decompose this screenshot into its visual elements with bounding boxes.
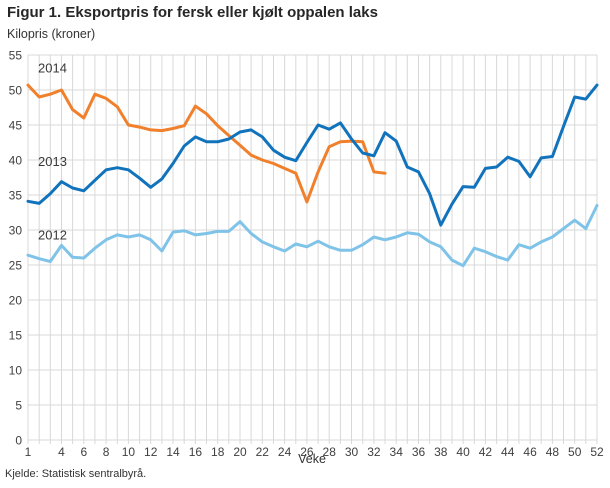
x-tick-label: 32	[367, 445, 381, 459]
series-line-2012	[26, 204, 599, 268]
x-tick-label: 6	[80, 445, 87, 459]
figure-title: Figur 1. Eksportpris for fersk eller kjø…	[7, 4, 378, 21]
x-tick-label: 52	[590, 445, 604, 459]
y-tick-label: 0	[15, 434, 22, 448]
y-tick-label: 55	[9, 49, 23, 63]
y-tick-label: 15	[9, 329, 23, 343]
y-axis-unit-label: Kilopris (kroner)	[7, 27, 96, 41]
series-line-2013	[26, 83, 599, 227]
series-label-2014: 2014	[38, 60, 67, 75]
x-tick-label: 50	[568, 445, 582, 459]
x-tick-label: 4	[58, 445, 65, 459]
y-tick-label: 20	[9, 294, 23, 308]
x-tick-label: 48	[546, 445, 560, 459]
x-tick-label: 38	[434, 445, 448, 459]
x-tick-label: 1	[25, 445, 32, 459]
x-tick-label: 14	[166, 445, 180, 459]
x-tick-label: 22	[256, 445, 270, 459]
x-tick-label: 26	[300, 445, 314, 459]
x-tick-label: 30	[345, 445, 359, 459]
x-tick-label: 42	[479, 445, 493, 459]
x-tick-label: 46	[523, 445, 537, 459]
x-tick-label: 34	[390, 445, 404, 459]
x-tick-label: 8	[103, 445, 110, 459]
x-tick-label: 40	[456, 445, 470, 459]
y-tick-label: 40	[9, 154, 23, 168]
y-tick-label: 30	[9, 224, 23, 238]
x-tick-label: 44	[501, 445, 515, 459]
x-tick-label: 36	[412, 445, 426, 459]
x-tick-label: 20	[233, 445, 247, 459]
series-label-2012: 2012	[38, 228, 67, 243]
x-tick-label: 10	[122, 445, 136, 459]
x-tick-label: 24	[278, 445, 292, 459]
x-axis-title: Veke	[298, 452, 326, 466]
y-tick-label: 25	[9, 259, 23, 273]
x-tick-label: 12	[144, 445, 158, 459]
x-tick-label: 28	[323, 445, 337, 459]
y-tick-label: 45	[9, 119, 23, 133]
x-tick-label: 18	[211, 445, 225, 459]
y-tick-label: 5	[15, 399, 22, 413]
x-tick-label: 16	[189, 445, 203, 459]
series-label-2013: 2013	[38, 154, 67, 169]
y-tick-label: 50	[9, 84, 23, 98]
series-line-2014	[26, 83, 387, 204]
source-note: Kjelde: Statistisk sentralbyrå.	[5, 468, 147, 480]
y-tick-label: 35	[9, 189, 23, 203]
y-tick-label: 10	[9, 364, 23, 378]
